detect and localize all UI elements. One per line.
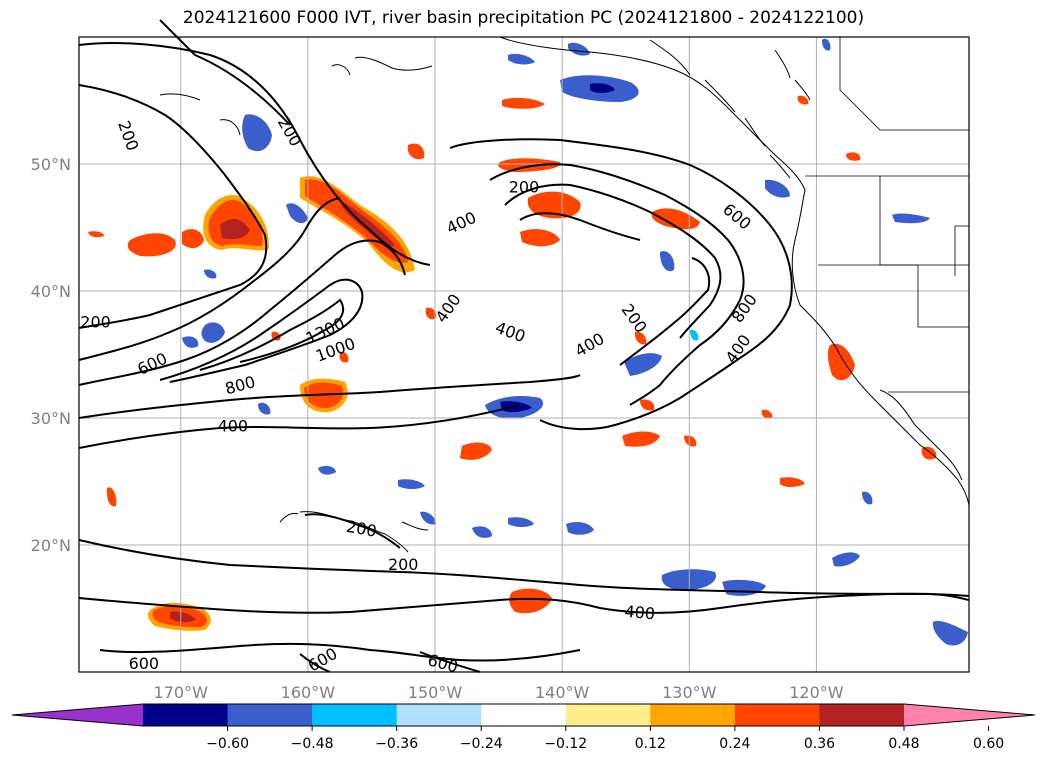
ivt-contours: [78, 19, 970, 673]
precipitation-anomaly-shading: [88, 38, 968, 646]
lon-label: 160°W: [281, 683, 336, 702]
contour-label: 200: [80, 312, 111, 331]
precip-blob-negative: [182, 38, 968, 646]
contour-label-group: 200: [509, 178, 540, 197]
contour-label-group: 600: [129, 654, 160, 673]
contour-label: 400: [624, 602, 656, 624]
colorbar-outline: [11, 703, 1036, 727]
precip-blob: [407, 143, 700, 230]
colorbar-tick-label: −0.24: [460, 736, 503, 752]
latitude-labels: 50°N 40°N 30°N 20°N: [31, 155, 71, 555]
contour-label-group: 200: [80, 312, 111, 331]
colorbar-segment: [143, 704, 229, 726]
lon-label: 140°W: [535, 683, 590, 702]
lat-label: 30°N: [31, 409, 71, 428]
colorbar-segment: [227, 704, 313, 726]
precip-blob: [127, 229, 204, 257]
contour-label-group: 400: [218, 416, 249, 435]
lon-label: 150°W: [408, 683, 463, 702]
colorbar-tick-label: −0.48: [291, 736, 334, 752]
colorbar-tick-label: 0.60: [973, 736, 1004, 752]
colorbar-tick-label: −0.12: [544, 736, 587, 752]
coastlines: [159, 36, 970, 553]
colorbar-segment: [650, 704, 736, 726]
graticule: [79, 37, 969, 672]
colorbar-extend-low: [12, 704, 143, 726]
lon-label: 130°W: [662, 683, 717, 702]
colorbar-segment: [734, 704, 820, 726]
contour-label: 600: [129, 654, 160, 673]
colorbar-tick-label: −0.60: [206, 736, 249, 752]
lat-label: 40°N: [31, 282, 71, 301]
map-title: 2024121600 F000 IVT, river basin precipi…: [182, 8, 865, 28]
colorbar-segment: [565, 704, 651, 726]
colorbar-extend-high: [904, 704, 1035, 726]
contour-label-group: 200: [388, 555, 419, 574]
lon-label: 170°W: [154, 683, 209, 702]
precip-blob: [147, 602, 211, 631]
precip-blob: [88, 95, 937, 614]
contour-label: 200: [509, 178, 540, 197]
colorbar-tick-label: −0.36: [375, 736, 418, 752]
precip-blob: [203, 195, 269, 251]
map-frame: [78, 36, 970, 673]
contour-label: 200: [388, 555, 419, 574]
lat-label: 20°N: [31, 536, 71, 555]
colorbar-segment: [396, 704, 482, 726]
colorbar: −0.60 −0.48 −0.36 −0.24 −0.12 0.12 0.24 0.36 0.4…: [11, 703, 1036, 752]
precip-blob: [498, 97, 581, 247]
lat-label: 50°N: [31, 155, 71, 174]
political-borders: [805, 37, 969, 393]
contour-label: 400: [218, 416, 249, 435]
longitude-labels: 170°W 160°W 150°W 140°W 130°W 120°W: [154, 683, 844, 702]
contour-label-group: 400: [624, 602, 656, 624]
colorbar-segment: [819, 704, 905, 726]
colorbar-tick-label: 0.36: [804, 736, 835, 752]
colorbar-tick-label: 0.48: [888, 736, 919, 752]
colorbar-tick-label: 0.12: [635, 736, 666, 752]
colorbar-segment: [481, 704, 567, 726]
colorbar-tick-label: 0.24: [719, 736, 750, 752]
colorbar-segment: [312, 704, 398, 726]
lon-label: 120°W: [789, 683, 844, 702]
